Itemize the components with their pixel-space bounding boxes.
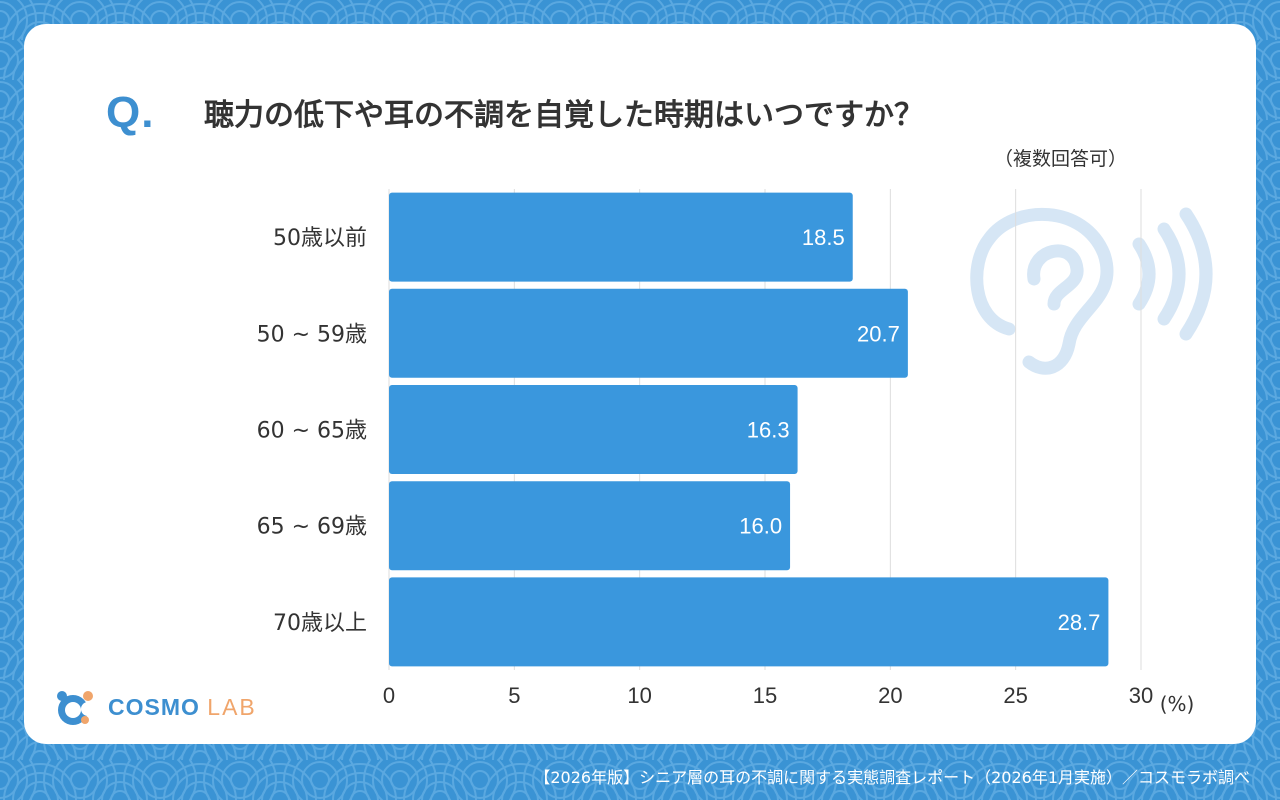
- bar-value-label: 20.7: [857, 321, 900, 346]
- bar: [389, 577, 1109, 667]
- bar: [389, 481, 791, 571]
- question-mark: Q.: [106, 88, 155, 137]
- category-label: 60 ~ 65歳: [257, 419, 367, 444]
- bar-value-label: 28.7: [1058, 610, 1101, 635]
- bar-value-label: 16.0: [739, 514, 782, 539]
- question-title: 聴力の低下や耳の不調を自覚した時期はいつですか？: [204, 98, 924, 133]
- cosmo-lab-logo-icon: [57, 691, 95, 725]
- cosmo-lab-logo: COSMO LAB: [48, 686, 255, 730]
- x-tick-label: 20: [878, 683, 902, 708]
- x-tick-label: 10: [627, 683, 651, 708]
- chart-card: Q. 聴力の低下や耳の不調を自覚した時期はいつですか？ （複数回答可） 18.5…: [24, 24, 1256, 744]
- x-tick-label: 15: [753, 683, 777, 708]
- category-label: 50歳以前: [273, 226, 367, 251]
- x-tick-label: 5: [508, 683, 520, 708]
- multiple-answer-note: （複数回答可）: [994, 148, 1128, 170]
- ear-icon: [970, 207, 1213, 375]
- bar-value-label: 18.5: [802, 225, 845, 250]
- bar-chart: 18.5 20.7 16.3 16.0 28.7 50歳以前 50 ~ 59歳 60 ~ 6…: [257, 189, 1213, 716]
- bar: [389, 385, 798, 474]
- category-label: 50 ~ 59歳: [257, 322, 367, 347]
- x-axis-unit-label: (%): [1160, 692, 1195, 716]
- bar-value-label: 16.3: [747, 418, 790, 443]
- category-label: 70歳以上: [273, 611, 367, 636]
- source-footer: 【2026年版】シニア層の耳の不調に関する実態調査レポート（2026年1月実施）…: [534, 768, 1250, 787]
- logo-suffix: LAB: [207, 694, 257, 720]
- bar: [389, 288, 908, 378]
- logo-name: COSMO: [108, 694, 200, 720]
- bar: [389, 192, 853, 282]
- category-label: 65 ~ 69歳: [257, 515, 367, 540]
- x-tick-label: 30: [1129, 683, 1153, 708]
- x-tick-label: 0: [383, 683, 395, 708]
- x-tick-label: 25: [1003, 683, 1027, 708]
